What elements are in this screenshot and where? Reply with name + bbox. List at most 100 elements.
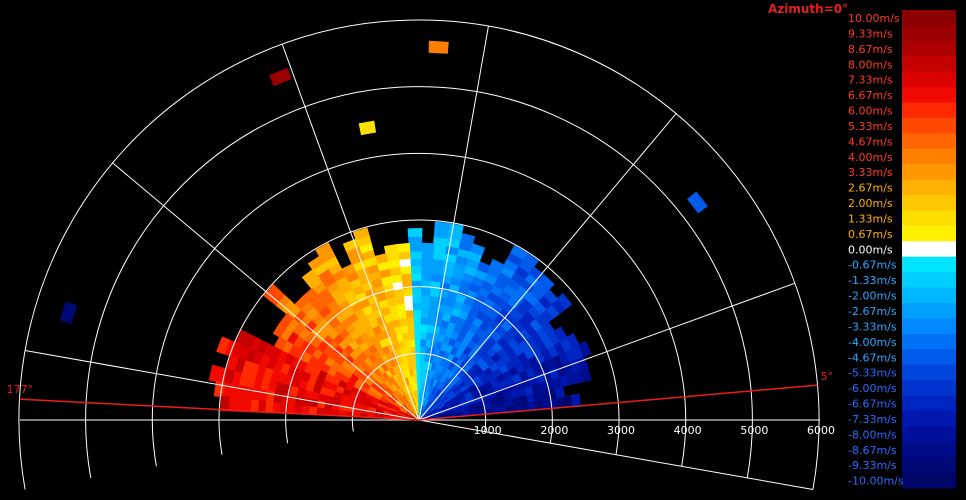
echo-cell [274,294,291,311]
echo-cell [426,399,432,408]
colorbar-swatch [902,364,956,381]
echo-cell [439,410,449,416]
echo-cell [389,408,399,413]
colorbar-label: 7.33m/s [848,74,893,87]
colorbar-swatch [902,164,956,181]
echo-cell [347,277,362,290]
echo-cell [306,274,323,290]
range-tick-label: 5000 [740,424,768,437]
colorbar-label: -10.00m/s [848,475,904,488]
echo-cell [577,340,592,357]
colorbar-label: 0.67m/s [848,228,893,241]
echo-cell [434,339,443,350]
echo-cell [316,267,333,283]
echo-cell [411,397,416,407]
colorbar-swatch [902,302,956,319]
echo-cell [407,408,414,416]
echo-cell [421,405,426,414]
colorbar-swatch [902,195,956,211]
range-tick-labels: 1000 2000 3000 4000 5000 6000 [474,424,835,437]
range-ring [218,219,620,455]
echo-cell [434,398,443,406]
colorbar-swatch [902,25,956,42]
echo-cell [403,361,410,371]
colorbar-swatch [902,87,956,104]
echo-cell [431,385,438,395]
echo-cell [344,270,359,284]
echo-cell [409,345,416,355]
echo-cell [426,375,433,385]
echo-cell [412,397,417,406]
echo-cell [513,264,531,280]
echo-cell [477,285,491,299]
echo-cell [403,301,414,311]
echo-cell [377,399,387,406]
echo-cell [345,400,356,408]
sector-label-left: 177° [7,383,34,396]
echo-cell [503,257,520,273]
echo-cell [243,347,257,364]
colorbar-swatch [902,380,956,396]
echo-cell [396,309,407,320]
echo-cell [331,396,342,406]
echo-cell [553,340,567,355]
echo-cell [401,385,408,394]
colorbar-label: 4.67m/s [848,135,893,148]
echo-cell [272,322,287,338]
echo-cell [428,287,440,297]
echo-cell [415,389,418,399]
radial-spoke [24,350,420,421]
echo-cell [563,394,574,408]
echo-cell [263,401,274,414]
echo-cell [523,271,541,288]
colorbar-swatch [902,318,956,335]
echo-cell [442,396,451,405]
echo-cell [420,242,435,252]
echo-cell [301,268,319,284]
echo-cell [285,403,296,415]
colorbar-swatch [902,56,956,73]
echo-cell [424,408,432,416]
colorbar-label: -6.00m/s [848,382,897,395]
echo-cell [414,404,418,413]
echo-cell [396,354,404,365]
echo-cell [340,263,356,277]
echo-cell [280,339,294,355]
echo-cell [420,264,433,274]
echo-cell [520,401,530,412]
echo-cell [517,258,535,274]
echo-cell [399,362,406,372]
echo-cell [426,316,436,326]
echo-cell [474,399,485,407]
echo-cell [282,352,295,367]
echo-cell [312,261,329,277]
echo-cell [421,382,425,392]
colorbar-swatch [902,395,956,412]
echo-cell [428,402,436,410]
echo-cell [480,330,493,343]
echo-cell [406,375,413,385]
echo-cell [423,397,428,407]
echo-cell [485,335,498,348]
colorbar-swatch [902,179,956,196]
colorbar-label: 5.33m/s [848,120,893,133]
echo-cell [404,411,413,417]
echo-cell [425,382,431,392]
echo-cell [381,410,391,415]
echo-cell [426,416,435,419]
range-ring [351,352,487,432]
echo-cell [422,405,427,414]
echo-cell [533,279,550,296]
echo-cell [432,409,441,415]
echo-cell [408,407,415,415]
echo-cell [420,279,432,289]
echo-cell [430,272,443,283]
echo-cell [399,272,412,282]
echo-cell [392,402,401,409]
echo-cell [275,349,289,364]
echo-cell [564,347,578,363]
echo-cell [226,355,239,372]
echo-cell [419,338,427,347]
echo-cell [352,227,370,241]
echo-cell [422,406,429,415]
